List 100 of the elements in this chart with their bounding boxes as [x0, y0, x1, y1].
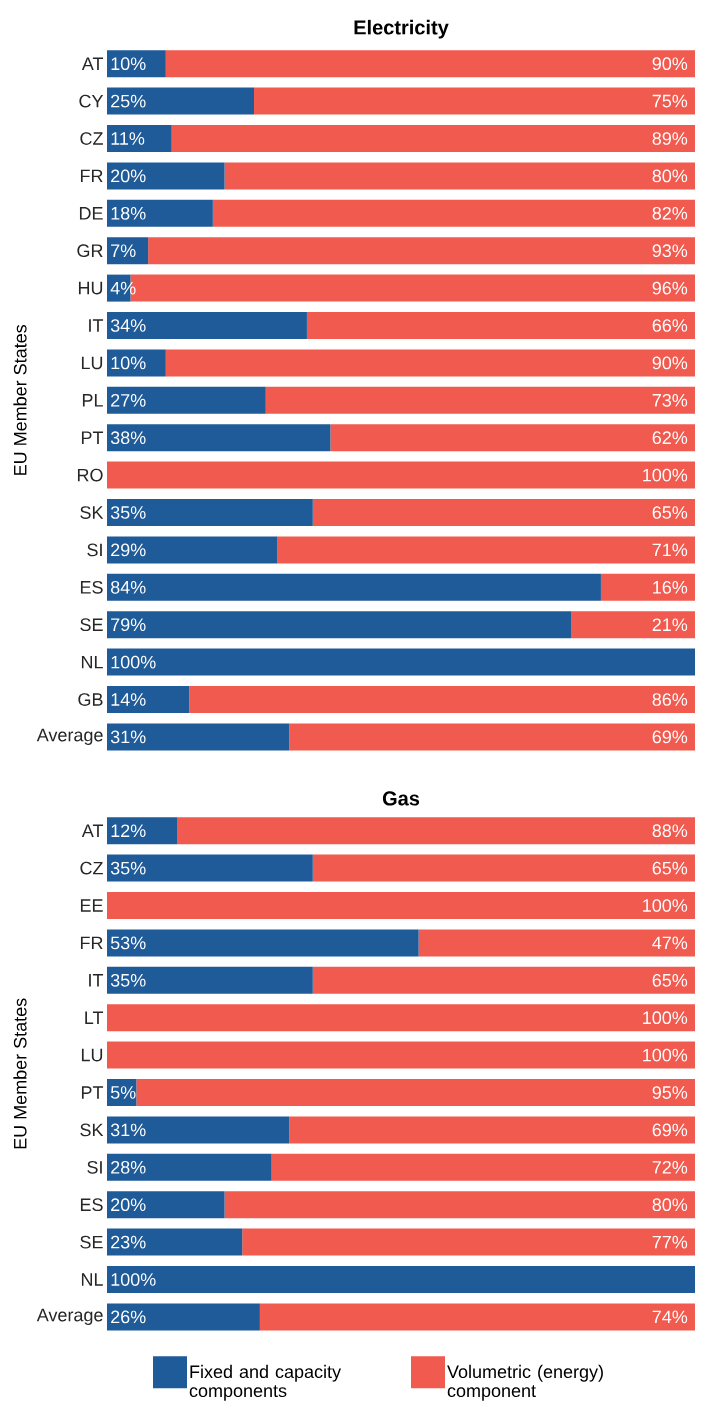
y-tick-label: DE [79, 207, 103, 220]
bar [107, 854, 313, 882]
data-label: 77% [652, 1235, 688, 1249]
bar [312, 854, 696, 882]
data-label: 20% [111, 169, 146, 183]
y-tick-label: ES [80, 580, 103, 594]
data-label: 27% [111, 393, 146, 407]
y-tick-label: FR [80, 936, 103, 950]
bar [107, 499, 313, 527]
y-tick-label: SE [80, 1235, 103, 1249]
legend-label: Fixed and capacity components [189, 1364, 342, 1401]
bar [271, 1153, 696, 1181]
data-label: 100% [643, 1048, 688, 1062]
data-label: 80% [652, 169, 688, 183]
data-label: 93% [652, 244, 688, 258]
data-label: 100% [111, 1273, 156, 1286]
y-tick-label: RO [77, 468, 103, 482]
y-tick-label: SK [80, 506, 104, 519]
y-tick-label: ES [80, 1198, 103, 1212]
y-tick-label: AT [81, 57, 104, 70]
data-label: 7% [111, 244, 136, 257]
data-label: 62% [652, 431, 688, 445]
y-tick-label: PT [81, 431, 104, 444]
y-tick-label: CY [79, 94, 104, 108]
data-label: 35% [110, 506, 146, 519]
data-label: 11% [111, 132, 145, 145]
data-label: 90% [652, 57, 688, 71]
y-tick-label: GB [78, 693, 103, 706]
bar [107, 1153, 272, 1181]
data-label: 10% [111, 57, 146, 71]
bar [165, 349, 696, 377]
data-label: 100% [111, 655, 156, 669]
bar [277, 536, 696, 564]
bar [107, 237, 149, 265]
y-tick-label: IT [89, 319, 104, 332]
data-label: 26% [111, 1310, 146, 1324]
data-label: 34% [110, 319, 146, 332]
bar [107, 1116, 290, 1144]
bar [312, 966, 696, 994]
bar [107, 1303, 260, 1331]
bar [242, 1228, 696, 1256]
bar [107, 50, 166, 78]
data-label: 100% [643, 468, 688, 482]
bar [107, 817, 178, 845]
bar [148, 237, 696, 265]
bar [330, 424, 696, 452]
bar [107, 723, 290, 751]
bar [312, 499, 696, 527]
bar [265, 386, 696, 414]
data-label: 18% [111, 206, 146, 220]
bar [107, 686, 190, 714]
data-label: 96% [652, 281, 688, 295]
y-tick-label: SE [80, 618, 103, 632]
data-label: 31% [110, 1123, 146, 1137]
chart-title: Electricity [354, 19, 449, 39]
bar [254, 87, 696, 115]
bar [177, 817, 696, 845]
y-tick-label: SI [87, 543, 102, 557]
bar [107, 573, 601, 601]
bar [107, 312, 307, 340]
y-tick-label: NL [81, 1273, 103, 1286]
bar [259, 1303, 696, 1331]
bar [189, 686, 696, 714]
data-label: 5% [110, 1086, 136, 1099]
bar [418, 929, 696, 957]
y-tick-label: GR [77, 244, 103, 258]
bar [224, 162, 696, 190]
y-tick-label: LT [85, 1011, 104, 1024]
data-label: 16% [653, 580, 688, 594]
data-label: 35% [110, 861, 146, 875]
data-label: 69% [652, 1123, 688, 1137]
bar [107, 349, 166, 377]
y-axis-title: EU Member States [13, 324, 27, 475]
bar [171, 125, 696, 153]
data-label: 80% [652, 1198, 688, 1212]
data-label: 69% [652, 730, 688, 744]
data-label: 35% [110, 973, 146, 987]
y-tick-label: SI [87, 1160, 102, 1174]
bar [212, 199, 696, 227]
data-label: 89% [652, 132, 688, 145]
bar [107, 87, 254, 115]
bar [107, 892, 696, 920]
y-tick-label: PT [81, 1086, 104, 1099]
y-axis-title: EU Member States [13, 998, 27, 1149]
bar [107, 1004, 696, 1032]
bar [107, 1228, 243, 1256]
y-tick-label: LU [81, 356, 103, 370]
data-label: 23% [111, 1235, 146, 1249]
y-tick-label: Average [36, 728, 103, 745]
y-tick-label: Average [36, 1308, 103, 1325]
legend-label: Volumetric (energy) component [447, 1364, 603, 1401]
y-tick-label: HU [78, 281, 103, 295]
y-tick-label: PL [82, 394, 103, 407]
y-tick-label: IT [89, 974, 104, 987]
bar [136, 1079, 696, 1107]
data-label: 38% [110, 431, 146, 445]
data-label: 65% [652, 973, 688, 987]
y-tick-label: CZ [80, 861, 103, 875]
data-label: 25% [111, 94, 146, 108]
bar [289, 1116, 696, 1144]
